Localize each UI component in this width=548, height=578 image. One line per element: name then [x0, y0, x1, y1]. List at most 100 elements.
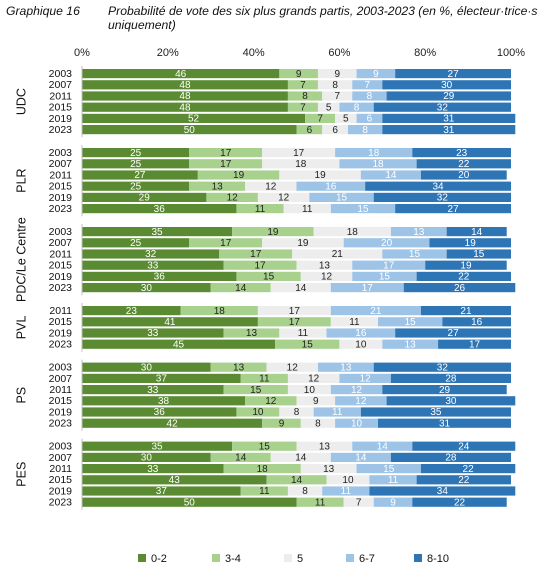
data-label: 9: [296, 69, 302, 80]
year-label: 2003: [49, 362, 73, 374]
bar-segment: [287, 385, 331, 395]
bar-segment: [438, 339, 511, 349]
bar-segment: [287, 91, 323, 101]
bar-segment: [390, 373, 511, 383]
year-label: 2023: [49, 418, 73, 430]
bar-segment: [352, 441, 413, 451]
data-label: 20: [458, 170, 470, 181]
bar-segment: [82, 317, 258, 327]
bar-segment: [296, 260, 353, 270]
data-label: 36: [154, 407, 166, 418]
party-label: PS: [14, 387, 28, 404]
data-label: 18: [295, 159, 307, 170]
party-label: PES: [14, 462, 28, 487]
bar-segment: [378, 418, 511, 428]
data-label: 12: [278, 193, 290, 204]
data-label: 13: [413, 227, 425, 238]
bar-segment: [300, 418, 336, 428]
bar-segment: [279, 328, 327, 338]
data-label: 48: [179, 80, 191, 91]
data-label: 33: [147, 260, 159, 271]
bar-segment: [429, 238, 511, 248]
year-label: 2003: [49, 226, 73, 238]
data-label: 43: [169, 475, 181, 486]
bar-segment: [82, 407, 237, 417]
data-label: 27: [134, 170, 146, 181]
data-label: 11: [255, 204, 266, 215]
bar-segment: [82, 113, 306, 123]
legend-label: 0-2: [151, 553, 167, 565]
year-label: 2011: [49, 305, 72, 317]
year-label: 2015: [49, 260, 73, 272]
bar-segment: [416, 159, 511, 169]
bar-segment: [403, 283, 516, 293]
data-label: 25: [130, 159, 142, 170]
data-label: 14: [235, 283, 247, 294]
data-label: 7: [365, 80, 371, 91]
year-label: 2011: [49, 90, 72, 102]
bar-segment: [330, 385, 383, 395]
year-label: 2011: [49, 463, 72, 475]
x-tick-label: 60%: [328, 47, 350, 59]
bar-segment: [335, 418, 379, 428]
bar-segment: [82, 497, 297, 507]
data-label: 15: [302, 339, 314, 350]
data-label: 19: [297, 238, 309, 249]
bar-segment: [236, 407, 280, 417]
bar-segment: [296, 441, 353, 451]
bar-segment: [322, 486, 370, 496]
legend-swatch: [414, 554, 422, 562]
data-label: 20: [381, 238, 393, 249]
data-label: 16: [471, 317, 483, 328]
bar-segment: [335, 148, 413, 158]
data-label: 33: [147, 464, 159, 475]
bar-segment: [189, 181, 246, 191]
data-label: 31: [443, 125, 455, 136]
data-label: 15: [379, 272, 391, 283]
data-label: 36: [154, 272, 166, 283]
legend-label: 8-10: [427, 553, 449, 565]
data-label: 30: [445, 396, 457, 407]
year-label: 2011: [49, 248, 72, 260]
year-label: 2015: [49, 395, 73, 407]
bar-segment: [330, 283, 404, 293]
bar-segment: [189, 238, 263, 248]
year-label: 2003: [49, 441, 73, 453]
data-label: 14: [385, 170, 397, 181]
bar-segment: [82, 339, 276, 349]
data-label: 19: [267, 227, 279, 238]
bar-segment: [420, 306, 511, 316]
bar-segment: [395, 328, 511, 338]
data-label: 17: [254, 260, 266, 271]
data-label: 10: [342, 475, 354, 486]
data-label: 9: [334, 69, 340, 80]
bar-segment: [240, 486, 288, 496]
bar-segment: [330, 317, 379, 327]
data-label: 52: [188, 114, 200, 125]
data-label: 17: [220, 148, 232, 159]
bar-segment: [347, 125, 383, 135]
data-label: 32: [145, 249, 157, 260]
year-label: 2023: [49, 124, 73, 136]
bar-segment: [82, 418, 263, 428]
data-label: 48: [179, 91, 191, 102]
bar-segment: [356, 464, 421, 474]
year-label: 2019: [49, 192, 73, 204]
data-label: 13: [233, 362, 245, 373]
data-label: 11: [341, 486, 352, 497]
bar-segment: [82, 238, 190, 248]
figure-label: Graphique 16: [6, 4, 80, 18]
data-label: 46: [175, 69, 187, 80]
data-label: 34: [437, 486, 449, 497]
data-label: 12: [265, 181, 277, 192]
bar-segment: [82, 148, 190, 158]
data-label: 17: [250, 249, 262, 260]
data-label: 32: [437, 362, 449, 373]
year-label: 2019: [49, 271, 73, 283]
data-label: 25: [130, 181, 142, 192]
data-label: 13: [212, 181, 224, 192]
data-label: 9: [279, 418, 285, 429]
bar-segment: [210, 452, 271, 462]
bar-segment: [223, 385, 288, 395]
